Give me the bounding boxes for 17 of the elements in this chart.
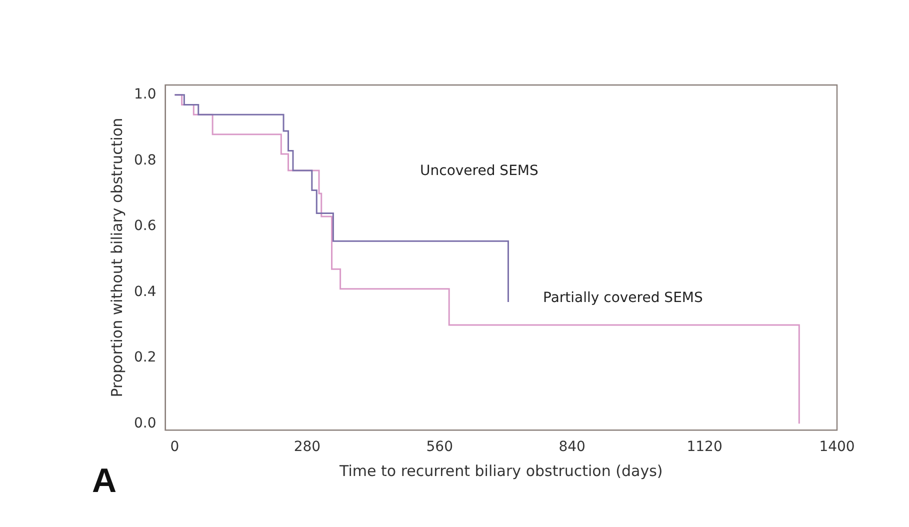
- x-axis-title: Time to recurrent biliary obstruction (days): [338, 462, 663, 480]
- text: A: [92, 462, 117, 501]
- y-tick-label: 0.4: [134, 284, 156, 300]
- annotation: Uncovered SEMS: [420, 163, 538, 179]
- x-tick-label: 1400: [819, 438, 855, 455]
- annotation: Partially covered SEMS: [543, 290, 703, 306]
- y-tick-label: 0.0: [134, 415, 156, 432]
- y-tick-label: 1.0: [134, 86, 156, 103]
- x-tick-label: 0: [170, 438, 180, 455]
- x-tick-label: 560: [426, 438, 454, 455]
- y-axis-title: Proportion without biliary obstruction: [108, 118, 126, 398]
- x-tick-label: 280: [294, 438, 321, 455]
- y-tick-label: 0.8: [134, 152, 156, 168]
- x-tick-label: 1120: [686, 438, 722, 455]
- y-tick-label: 0.2: [134, 350, 156, 366]
- x-tick-label: 840: [558, 438, 586, 455]
- y-tick-label: 0.6: [134, 218, 156, 234]
